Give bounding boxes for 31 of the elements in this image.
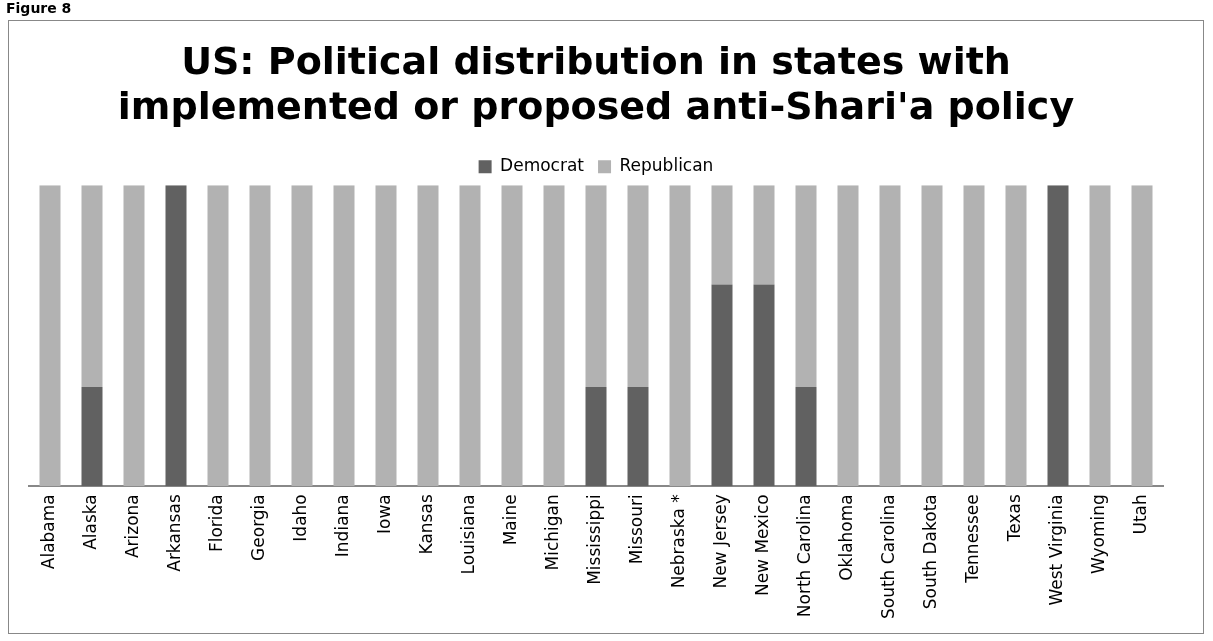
x-tick-label: North Carolina: [794, 494, 815, 618]
x-tick-label: Alaska: [80, 494, 101, 550]
x-tick-label: Maine: [500, 494, 521, 546]
x-tick-label: Tennessee: [962, 494, 983, 584]
x-tick-label: Michigan: [542, 494, 563, 571]
x-tick-label: Kansas: [416, 494, 437, 555]
x-tick-label: New Mexico: [752, 494, 773, 597]
x-tick-label: Arkansas: [164, 494, 185, 572]
x-tick-label: Georgia: [248, 494, 269, 561]
x-tick-label: South Carolina: [878, 494, 899, 620]
x-tick-label: West Virginia: [1046, 494, 1067, 606]
legend-label: Republican: [619, 155, 714, 176]
x-tick-label: Indiana: [332, 494, 353, 558]
x-tick-label: Arizona: [122, 494, 143, 559]
x-tick-label: Mississippi: [584, 494, 605, 585]
x-tick-label: Wyoming: [1088, 494, 1109, 575]
x-tick-label: New Jersey: [710, 494, 731, 589]
x-tick-label: Missouri: [626, 494, 647, 565]
x-tick-label: Alabama: [38, 494, 59, 570]
x-tick-label: Idaho: [290, 494, 311, 542]
x-tick-label: Oklahoma: [836, 494, 857, 581]
x-tick-label: Iowa: [374, 494, 395, 534]
x-tick-label: Florida: [206, 494, 227, 553]
legend-label: Democrat: [500, 155, 585, 176]
x-tick-label: Utah: [1130, 494, 1151, 535]
chart-title: US: Political distribution in states with implemented or proposed anti-Shari'a policy: [117, 38, 1075, 129]
x-tick-label: Louisiana: [458, 494, 479, 575]
x-tick-label: South Dakota: [920, 494, 941, 610]
caption: Figure 8: [6, 0, 72, 16]
x-tick-label: Nebraska *: [668, 494, 689, 589]
x-tick-label: Texas: [1004, 494, 1025, 543]
